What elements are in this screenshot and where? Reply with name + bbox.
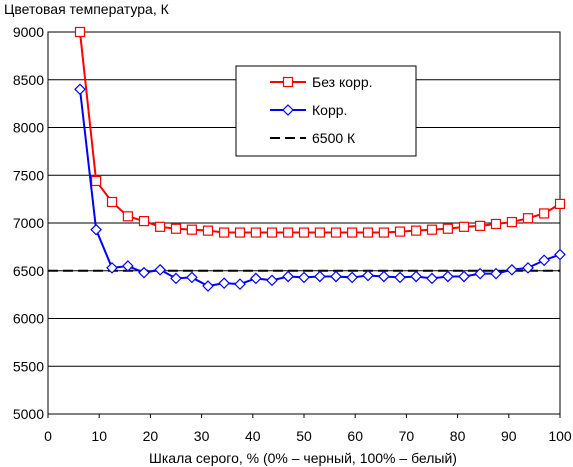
data-point [106,196,118,208]
series-0 [74,26,566,238]
data-point [426,272,438,285]
y-tick-label: 6500 [13,263,44,279]
data-point [314,227,325,238]
legend-marker [282,104,294,116]
x-tick-label: 60 [347,428,363,444]
data-point [458,270,470,283]
x-tick-label: 90 [501,428,517,444]
legend-label: Без корр. [312,74,373,90]
x-tick-label: 20 [143,428,159,444]
legend-box [235,65,417,157]
data-series [48,26,566,292]
data-point [362,227,374,238]
y-tick-label: 7500 [13,167,44,183]
data-point [138,215,150,227]
legend: Без корр. Корр. 6500 К [235,65,417,157]
data-point [250,272,262,285]
data-point [155,221,166,232]
data-point [154,263,166,276]
data-point [554,248,566,261]
data-point [314,270,326,283]
data-point [474,267,486,280]
y-tick-label: 9000 [13,24,44,40]
data-point [522,213,534,224]
y-tick-label: 5000 [13,406,44,422]
x-tick-label: 70 [399,428,415,444]
data-point [330,227,342,238]
data-point [442,270,454,283]
data-point [346,271,358,284]
data-point [219,227,230,238]
data-point [122,260,134,272]
data-point [170,223,182,234]
data-point [74,83,86,96]
x-tick-label: 80 [450,428,466,444]
y-tick-label: 5500 [13,358,44,374]
x-tick-label: 100 [548,428,572,444]
series-1 [74,83,566,292]
data-point [426,224,438,235]
data-point [539,208,550,219]
y-tick-label: 6000 [13,311,44,327]
data-point [475,220,486,231]
data-point [490,267,502,280]
data-point [458,221,470,232]
x-tick-label: 30 [194,428,210,444]
y-tick-label: 8000 [13,120,44,136]
data-point [506,216,517,228]
data-point [91,175,102,187]
legend-marker [282,76,294,88]
legend-label: Корр. [312,102,347,118]
data-point [202,280,214,292]
data-point [202,225,214,236]
data-point [330,270,342,283]
data-point [506,263,518,276]
data-point [138,266,150,279]
legend-label: 6500 К [312,130,356,146]
plot-area-frame [47,31,561,415]
data-point [74,26,86,38]
axis-ticks: 5000 5500 6000 6500 7000 7500 8000 8500 9000 0 10 2… [13,24,572,444]
data-point [266,227,278,238]
data-point [347,227,358,238]
x-tick-label: 50 [296,428,312,444]
data-point [378,270,390,283]
data-point [411,225,422,236]
x-tick-label: 10 [91,428,107,444]
data-point [122,211,133,222]
x-tick-label: 40 [245,428,261,444]
data-point [282,270,294,283]
data-point [538,254,550,267]
x-axis-label: Шкала серого, % (0% – черный, 100% – бел… [149,450,457,466]
data-point [394,271,406,284]
data-point [298,227,310,238]
data-point [522,262,534,274]
data-point [266,274,278,287]
data-point [234,278,246,290]
data-point [442,223,453,234]
data-point [106,262,118,274]
data-point [186,271,198,284]
chart-title: Цветовая температура, К [4,1,170,17]
data-point [298,271,310,284]
data-point [410,270,422,283]
data-point [218,277,230,290]
data-point [186,224,197,235]
y-tick-label: 8500 [13,72,44,88]
data-point [394,226,406,237]
data-point [283,227,294,238]
data-point [250,227,261,238]
data-point [490,218,502,230]
data-point [378,227,389,238]
data-point [362,269,374,282]
data-point [90,223,102,236]
data-point [554,198,566,209]
x-tick-label: 0 [44,428,52,444]
data-point [234,227,246,238]
data-point [170,272,182,285]
y-tick-label: 7000 [13,215,44,231]
